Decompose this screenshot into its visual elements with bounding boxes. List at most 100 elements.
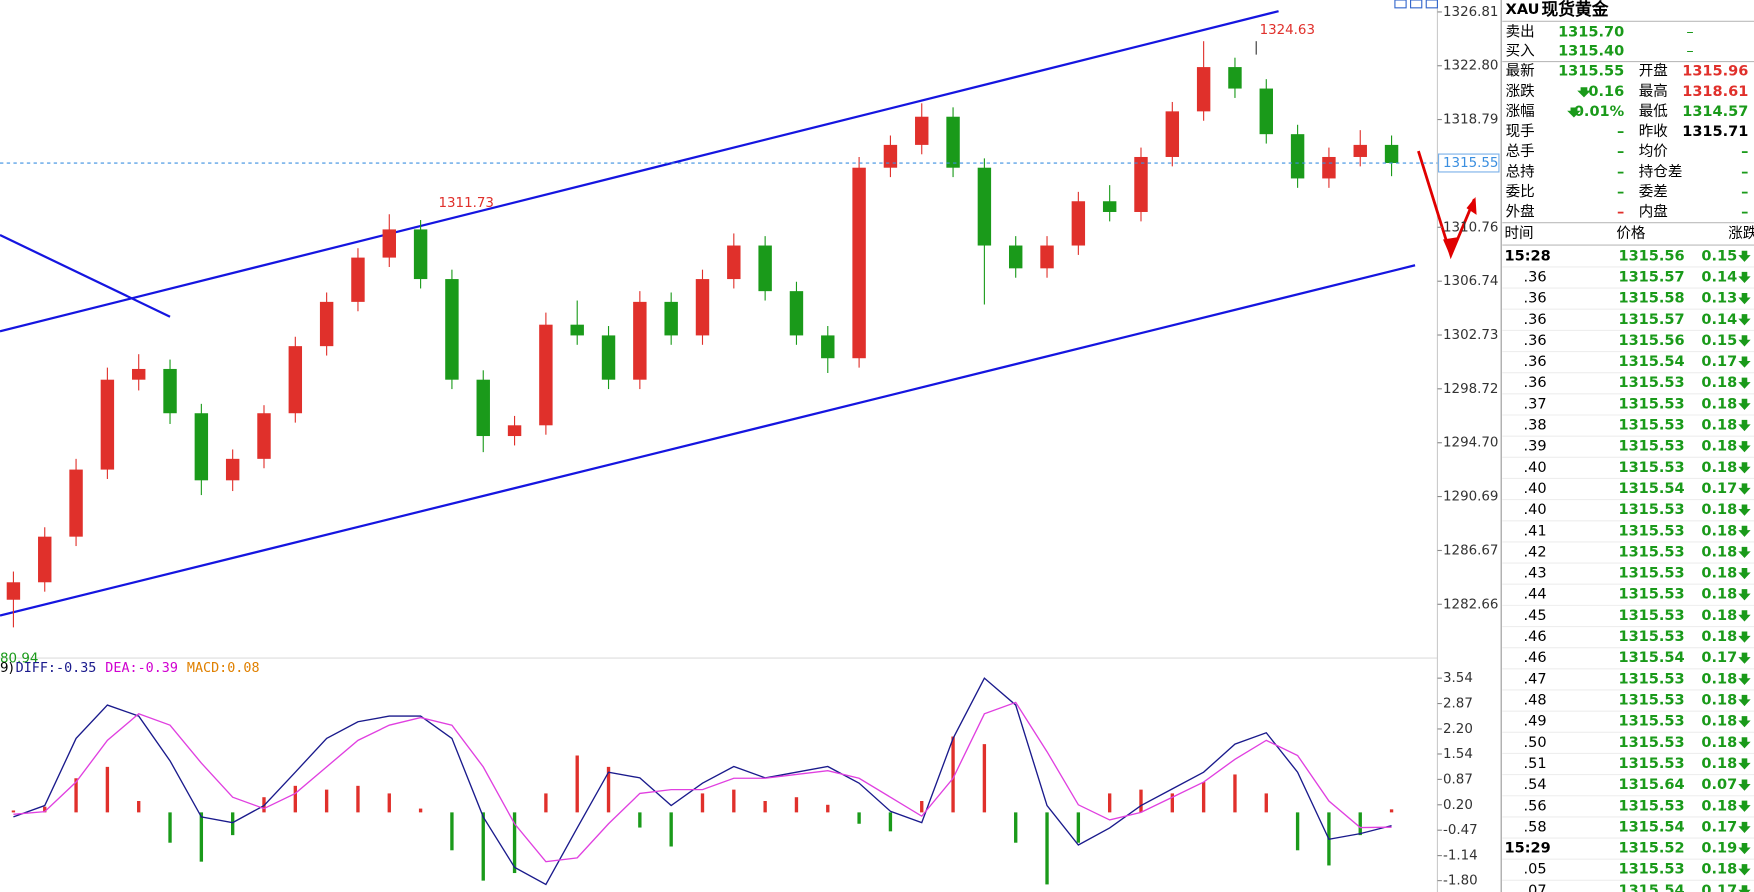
candle-body	[883, 144, 898, 168]
quote-value: 1314.57	[1682, 104, 1748, 120]
quote-label: 最新	[1506, 63, 1535, 80]
quote-label: 委差	[1639, 184, 1668, 201]
macd-bar	[43, 806, 47, 813]
macd-bar	[1233, 774, 1237, 813]
candle-body	[163, 368, 177, 414]
tick-change: 0.18	[1701, 714, 1737, 730]
y-tick-label: 0.87	[1443, 772, 1473, 787]
y-tick-label: 1302.73	[1443, 328, 1498, 343]
quote-value: 0.01%	[1574, 104, 1625, 120]
tick-time: .41	[1524, 523, 1547, 539]
tick-change: 0.18	[1701, 460, 1737, 476]
down-arrow	[1738, 356, 1751, 368]
down-arrow	[1738, 335, 1751, 347]
quote-value: –	[1617, 124, 1624, 140]
macd-bar	[1139, 789, 1143, 813]
macd-bar	[1295, 812, 1300, 851]
down-arrow	[1738, 525, 1751, 537]
macd-bar	[1358, 812, 1362, 836]
candle-body	[695, 279, 710, 336]
quote-value: 1315.96	[1682, 64, 1748, 80]
macd-bar	[324, 789, 329, 813]
tick-price: 1315.53	[1618, 544, 1684, 560]
tick-time: .36	[1524, 354, 1547, 370]
tick-change: 0.17	[1701, 883, 1737, 892]
tick-change: 0.17	[1701, 650, 1737, 666]
toolbar-icon[interactable]	[1410, 0, 1423, 9]
tick-price: 1315.53	[1618, 375, 1684, 391]
tick-change: 0.17	[1701, 354, 1737, 370]
candle-body	[194, 413, 209, 481]
tick-change: 0.18	[1701, 608, 1737, 624]
down-arrow	[1738, 885, 1751, 892]
candle-body	[570, 324, 584, 336]
price-annotation: 1324.63	[1260, 23, 1315, 38]
candle-body	[1071, 201, 1086, 246]
macd-bar	[700, 793, 705, 813]
candle-body	[1353, 144, 1367, 157]
macd-bar	[11, 810, 16, 813]
tick-change: 0.19	[1701, 841, 1737, 857]
quote-label: 卖出	[1506, 23, 1535, 40]
tick-change: 0.18	[1701, 439, 1737, 455]
quote-value: 0.16	[1588, 84, 1624, 100]
tick-change: 0.18	[1701, 375, 1737, 391]
macd-bar	[794, 797, 799, 813]
candle-body	[1384, 144, 1399, 164]
quote-label: 外盘	[1506, 203, 1535, 221]
toolbar-icon[interactable]	[1394, 0, 1407, 9]
down-arrow	[1738, 271, 1751, 284]
quote-value: –	[1686, 43, 1693, 59]
macd-bar	[1107, 793, 1112, 813]
toolbar-icon[interactable]	[1425, 0, 1438, 9]
macd-bar	[732, 789, 736, 813]
tick-time: .45	[1524, 608, 1547, 624]
quote-label: 总持	[1506, 163, 1535, 180]
arrow-head	[1466, 196, 1477, 215]
macd-legend: DIFF:-0.35	[16, 661, 97, 676]
quote-value: 1315.71	[1682, 124, 1748, 140]
tick-price: 1315.53	[1618, 735, 1684, 751]
candle-body	[633, 301, 647, 380]
macd-bar	[105, 766, 110, 813]
tick-change: 0.18	[1701, 587, 1737, 603]
down-arrow	[1738, 842, 1751, 855]
candle-body	[1228, 67, 1242, 89]
tick-change: 0.18	[1701, 566, 1737, 582]
tick-price: 1315.53	[1618, 798, 1684, 814]
down-arrow	[1738, 250, 1751, 262]
y-tick-label: 1.54	[1443, 747, 1473, 762]
macd-bar	[920, 801, 924, 813]
candle-body	[727, 245, 741, 280]
macd-bar	[1170, 793, 1174, 813]
tick-price: 1315.53	[1618, 418, 1684, 434]
candle-body	[445, 279, 459, 380]
down-arrow	[1738, 864, 1751, 876]
y-tick-label: 1294.70	[1443, 436, 1498, 451]
quote-value: 1315.70	[1558, 24, 1624, 40]
tick-time: .56	[1524, 798, 1547, 814]
candle-body	[977, 167, 992, 246]
tick-price: 1315.54	[1618, 481, 1684, 497]
macd-legend-prefix: 9)	[0, 661, 14, 676]
tick-price: 1315.53	[1618, 523, 1684, 539]
y-tick-label: 1282.66	[1443, 597, 1498, 612]
macd-bar	[669, 812, 673, 847]
tick-price: 1315.56	[1618, 333, 1684, 349]
candle-body	[413, 229, 428, 280]
ticks-header: 时间	[1505, 225, 1534, 242]
down-arrow	[1738, 779, 1751, 791]
quote-label: 开盘	[1639, 62, 1668, 80]
macd-bar	[1045, 812, 1049, 885]
y-tick-label: 1310.76	[1443, 220, 1498, 235]
quote-label: 涨幅	[1506, 103, 1535, 120]
quote-label: 内盘	[1639, 203, 1668, 221]
candle-body	[507, 425, 522, 437]
candle-body	[821, 335, 835, 359]
macd-bar	[763, 801, 767, 813]
macd-bar	[293, 785, 297, 813]
tick-price: 1315.53	[1618, 671, 1684, 687]
tick-time: .46	[1524, 650, 1547, 666]
tick-time: .48	[1524, 693, 1547, 709]
tick-time: .36	[1524, 291, 1547, 307]
